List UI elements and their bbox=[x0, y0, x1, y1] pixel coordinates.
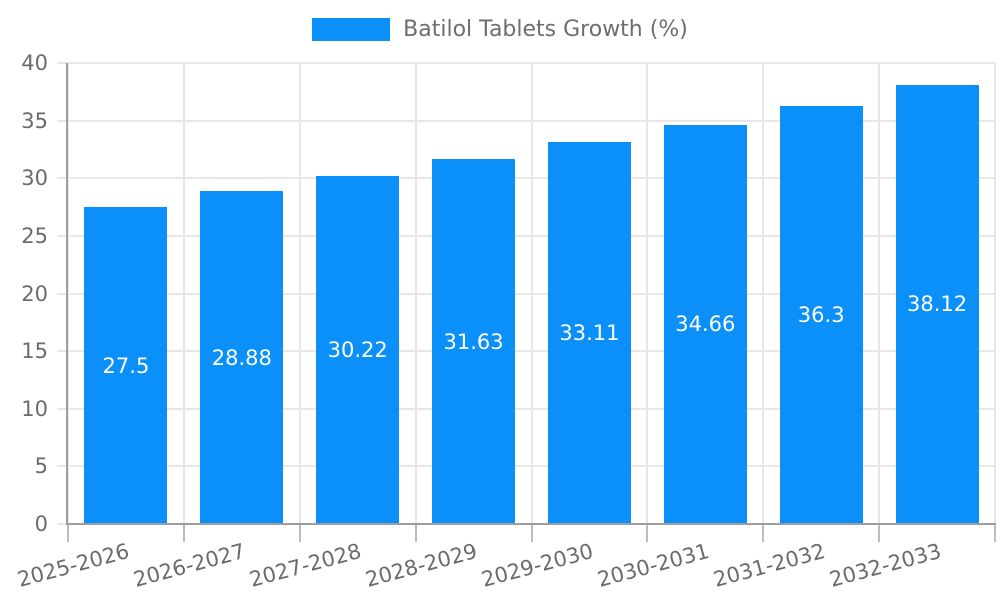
x-tick-mark-8 bbox=[994, 525, 996, 542]
gridline-x-1 bbox=[182, 63, 185, 524]
x-tick-label-2028-2029: 2028-2029 bbox=[362, 539, 480, 592]
y-tick-label-5: 5 bbox=[34, 454, 48, 479]
bar-2030-2031[interactable]: 34.66 bbox=[663, 124, 747, 524]
x-tick-label-2031-2032: 2031-2032 bbox=[710, 539, 828, 592]
bar-2028-2029[interactable]: 31.63 bbox=[432, 159, 516, 524]
y-tick-label-20: 20 bbox=[21, 281, 48, 306]
x-tick-mark-5 bbox=[646, 525, 649, 542]
gridline-y-30 bbox=[57, 177, 995, 180]
gridline-x-2 bbox=[298, 63, 301, 524]
bar-value-label: 28.88 bbox=[211, 345, 272, 370]
gridline-x-3 bbox=[414, 63, 417, 524]
x-tick-label-2029-2030: 2029-2030 bbox=[478, 539, 596, 592]
legend-swatch-icon bbox=[312, 18, 391, 41]
gridline-y-20 bbox=[57, 292, 995, 295]
plot-area: 27.5 28.88 30.22 31.63 33.11 34.66 36.3 38.12 bbox=[57, 62, 996, 525]
bar-2031-2032[interactable]: 36.3 bbox=[779, 105, 863, 524]
x-tick-mark-4 bbox=[530, 525, 533, 542]
bar-2027-2028[interactable]: 30.22 bbox=[316, 175, 400, 524]
gridline-y-25 bbox=[57, 234, 995, 237]
bar-value-label: 30.22 bbox=[327, 337, 388, 362]
y-tick-label-40: 40 bbox=[21, 51, 48, 75]
y-tick-label-35: 35 bbox=[21, 108, 48, 133]
bar-value-label: 34.66 bbox=[675, 312, 736, 337]
y-tick-label-25: 25 bbox=[21, 223, 48, 248]
x-tick-mark-6 bbox=[762, 525, 765, 542]
gridline-y-10 bbox=[57, 407, 995, 410]
legend-label: Batilol Tablets Growth (%) bbox=[403, 17, 688, 42]
x-tick-label-2027-2028: 2027-2028 bbox=[247, 539, 364, 592]
gridline-x-6 bbox=[762, 63, 765, 524]
x-tick-mark-3 bbox=[414, 525, 417, 542]
gridline-x-4 bbox=[530, 63, 533, 524]
bar-value-label: 33.11 bbox=[559, 321, 620, 346]
bar-2032-2033[interactable]: 38.12 bbox=[895, 84, 979, 524]
bar-value-label: 36.3 bbox=[797, 302, 845, 327]
y-tick-label-0: 0 bbox=[34, 512, 48, 536]
gridline-x-0 bbox=[67, 63, 69, 524]
y-axis-line bbox=[66, 63, 68, 525]
x-tick-label-2026-2027: 2026-2027 bbox=[131, 539, 249, 592]
bar-2029-2030[interactable]: 33.11 bbox=[547, 142, 631, 524]
y-tick-label-15: 15 bbox=[21, 339, 48, 364]
x-tick-mark-1 bbox=[182, 525, 185, 542]
bar-2025-2026[interactable]: 27.5 bbox=[84, 207, 168, 524]
y-tick-label-10: 10 bbox=[21, 396, 48, 421]
gridline-x-7 bbox=[878, 63, 881, 524]
bar-2026-2027[interactable]: 28.88 bbox=[200, 191, 284, 524]
legend[interactable]: Batilol Tablets Growth (%) bbox=[0, 17, 1000, 42]
x-axis-line bbox=[66, 523, 996, 525]
x-tick-label-2030-2031: 2030-2031 bbox=[594, 539, 712, 592]
x-tick-mark-0 bbox=[67, 525, 69, 542]
gridline-y-40 bbox=[57, 62, 995, 64]
x-tick-label-2025-2026: 2025-2026 bbox=[15, 539, 133, 592]
bar-value-label: 38.12 bbox=[907, 292, 968, 317]
gridline-y-15 bbox=[57, 350, 995, 353]
gridline-y-35 bbox=[57, 119, 995, 122]
gridline-x-8 bbox=[994, 63, 996, 524]
bar-value-label: 27.5 bbox=[102, 353, 150, 378]
x-tick-label-2032-2033: 2032-2033 bbox=[826, 539, 944, 592]
gridline-x-5 bbox=[646, 63, 649, 524]
y-tick-label-30: 30 bbox=[21, 166, 48, 191]
x-tick-mark-7 bbox=[878, 525, 881, 542]
gridline-y-5 bbox=[57, 465, 995, 468]
x-tick-mark-2 bbox=[298, 525, 301, 542]
bar-value-label: 31.63 bbox=[443, 329, 504, 354]
